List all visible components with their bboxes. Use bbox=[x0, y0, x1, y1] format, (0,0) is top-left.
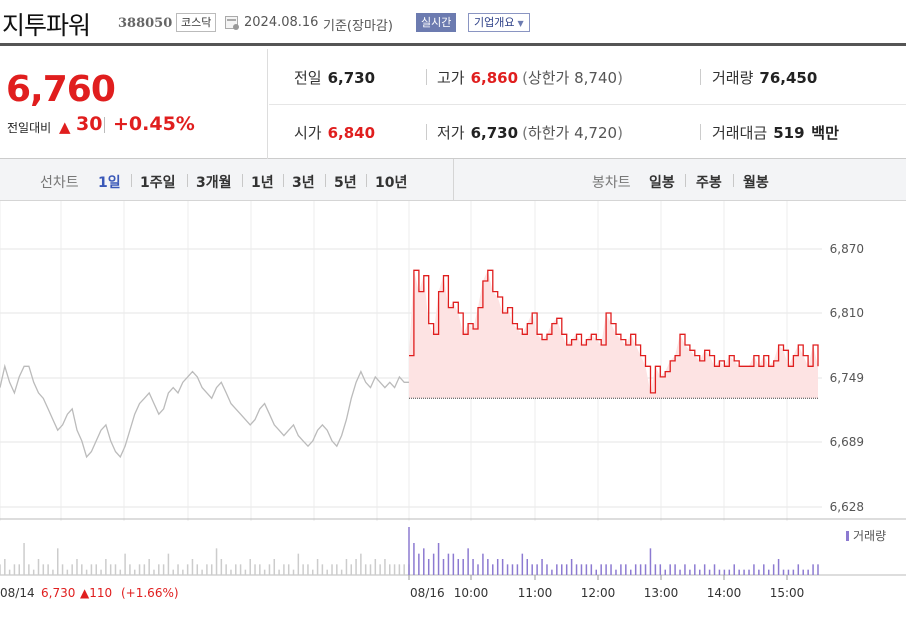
x-tick-label: 08/16 bbox=[410, 586, 445, 600]
x-tick-label: 13:00 bbox=[644, 586, 679, 600]
change-label: 전일대비 bbox=[7, 121, 52, 135]
period-1y[interactable]: 1년 bbox=[251, 175, 274, 191]
up-triangle-icon: ▲ bbox=[59, 118, 71, 136]
stat-sub-value: 8,740 bbox=[574, 69, 618, 87]
period-divider bbox=[131, 174, 132, 187]
stat-prev-close: 전일 6,730 bbox=[294, 67, 375, 88]
summary-row-divider bbox=[269, 104, 906, 105]
stat-label: 전일 bbox=[294, 69, 322, 87]
stat-amount: 거래대금 519 백만 bbox=[712, 122, 839, 143]
market-badge: 코스닥 bbox=[176, 13, 217, 32]
x-tick-label: 12:00 bbox=[581, 586, 616, 600]
company-overview-label: 기업개요 bbox=[474, 16, 515, 29]
stat-unit: 백만 bbox=[811, 124, 839, 142]
volume-legend-swatch bbox=[846, 531, 849, 541]
stock-code: 388050 bbox=[118, 16, 173, 31]
calendar-icon bbox=[225, 16, 239, 30]
period-section-divider bbox=[453, 159, 454, 201]
candle-daily[interactable]: 일봉 bbox=[649, 175, 675, 191]
period-selector: 선차트 1일 1주일 3개월 1년 3년 5년 10년 봉차트 일봉 주봉 월봉 bbox=[0, 159, 906, 201]
stat-value: 519 bbox=[773, 124, 805, 142]
stat-divider bbox=[426, 124, 427, 140]
stat-divider bbox=[700, 69, 701, 85]
line-chart-label: 선차트 bbox=[40, 175, 79, 191]
chart-plot bbox=[0, 269, 819, 459]
period-3m[interactable]: 3개월 bbox=[196, 175, 232, 191]
candle-chart-label: 봉차트 bbox=[592, 175, 631, 191]
period-divider bbox=[325, 174, 326, 187]
y-axis-ticks: 6,870 6,810 6,749 6,689 6,628 bbox=[830, 242, 864, 514]
current-price: 6,760 bbox=[6, 69, 116, 110]
stat-label: 고가 bbox=[437, 69, 465, 87]
candle-monthly[interactable]: 월봉 bbox=[743, 175, 769, 191]
x-tick-label: 10:00 bbox=[454, 586, 489, 600]
realtime-button[interactable]: 실시간 bbox=[416, 13, 457, 32]
stat-value: 6,730 bbox=[470, 124, 519, 142]
stat-open: 시가 6,840 bbox=[294, 122, 375, 143]
prev-day-change: ▲110 bbox=[80, 586, 112, 600]
series-line-0814 bbox=[0, 363, 409, 459]
stat-value: 6,860 bbox=[470, 69, 519, 87]
caret-down-icon: ▼ bbox=[517, 19, 524, 28]
period-divider bbox=[283, 174, 284, 187]
volume-legend-label: 거래량 bbox=[853, 529, 886, 543]
stat-low: 저가 6,730 (하한가 4,720) bbox=[437, 124, 623, 142]
period-divider bbox=[187, 174, 188, 187]
y-tick-label: 6,810 bbox=[830, 306, 864, 320]
candle-weekly[interactable]: 주봉 bbox=[696, 175, 722, 191]
price-chart: 6,870 6,810 6,749 6,689 6,628 거래량 08/16 10:00… bbox=[0, 201, 906, 600]
prev-day-percent: (+1.66%) bbox=[121, 586, 179, 600]
x-tick-label: 14:00 bbox=[707, 586, 742, 600]
period-divider bbox=[685, 174, 686, 187]
chart-annotations: 08/14 6,730 ▲110 (+1.66%) bbox=[0, 586, 179, 600]
stat-label: 거래량 bbox=[712, 69, 754, 87]
current-price-box: 6,760 전일대비 ▲ 30 +0.45% bbox=[0, 49, 268, 159]
period-3y[interactable]: 3년 bbox=[292, 175, 315, 191]
stat-sub-label: 하한가 bbox=[527, 124, 570, 142]
stat-label: 거래대금 bbox=[712, 124, 768, 142]
price-summary: 6,760 전일대비 ▲ 30 +0.45% 전일 6,730 고가 6,860 (상… bbox=[0, 49, 906, 159]
reference-date-label: 기준(장마감) bbox=[323, 19, 393, 34]
period-5y[interactable]: 5년 bbox=[334, 175, 357, 191]
series-line-0816 bbox=[409, 269, 819, 394]
y-tick-label: 6,628 bbox=[830, 500, 864, 514]
stat-value: 6,840 bbox=[327, 124, 376, 142]
stat-high: 고가 6,860 (상한가 8,740) bbox=[437, 69, 623, 87]
stat-label: 시가 bbox=[294, 124, 322, 142]
x-tick-label: 15:00 bbox=[770, 586, 805, 600]
prev-day-date: 08/14 bbox=[0, 586, 35, 600]
y-tick-label: 6,749 bbox=[830, 371, 864, 385]
period-divider bbox=[733, 174, 734, 187]
period-1w[interactable]: 1주일 bbox=[140, 175, 176, 191]
stat-value: 76,450 bbox=[759, 69, 818, 87]
change-divider bbox=[104, 117, 105, 133]
x-axis-ticks: 08/16 10:00 11:00 12:00 13:00 14:00 15:00 bbox=[408, 575, 805, 600]
stat-sub-value: 4,720 bbox=[574, 124, 618, 142]
stock-name: 지투파워 bbox=[2, 11, 91, 40]
stat-value: 6,730 bbox=[327, 69, 376, 87]
volume-plot: 거래량 bbox=[0, 527, 886, 575]
period-1d[interactable]: 1일 bbox=[98, 175, 121, 191]
change-percent: +0.45% bbox=[113, 113, 195, 135]
period-divider bbox=[242, 174, 243, 187]
change-value: 30 bbox=[76, 113, 103, 135]
reference-date: 2024.08.16 bbox=[244, 15, 319, 30]
y-tick-label: 6,689 bbox=[830, 435, 864, 449]
stat-sub-label: 상한가 bbox=[527, 69, 570, 87]
stat-volume: 거래량 76,450 bbox=[712, 67, 817, 88]
period-divider bbox=[366, 174, 367, 187]
y-tick-label: 6,870 bbox=[830, 242, 864, 256]
stock-header: 지투파워 388050 코스닥 2024.08.16 기준(장마감) 실시간 기… bbox=[0, 0, 906, 46]
prev-day-price: 6,730 bbox=[41, 586, 75, 600]
company-overview-button[interactable]: 기업개요 ▼ bbox=[468, 13, 530, 32]
stat-divider bbox=[426, 69, 427, 85]
x-tick-label: 11:00 bbox=[518, 586, 553, 600]
period-10y[interactable]: 10년 bbox=[375, 175, 408, 191]
stat-label: 저가 bbox=[437, 124, 465, 142]
series-area-0816 bbox=[409, 270, 818, 399]
stat-divider bbox=[700, 124, 701, 140]
